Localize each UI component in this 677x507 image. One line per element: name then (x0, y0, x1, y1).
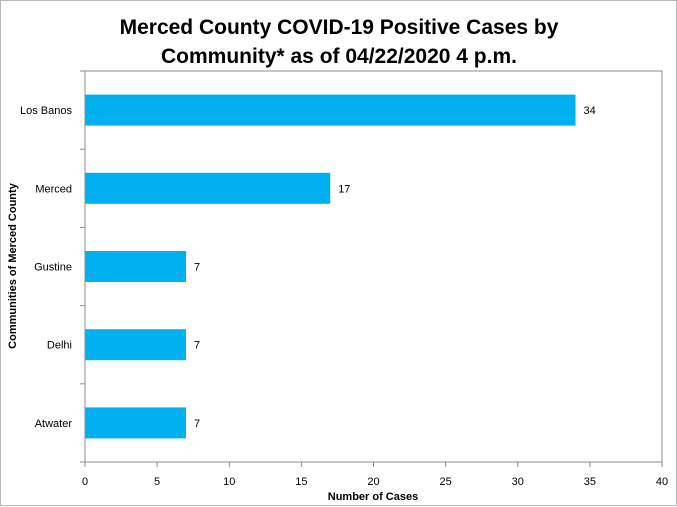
y-tick-label: Gustine (34, 262, 72, 274)
chart-title-line-1: Merced County COVID-19 Positive Cases by (120, 16, 559, 39)
y-axis-title: Communities of Merced County (7, 182, 19, 349)
chart-title-line-2: Community* as of 04/22/2020 4 p.m. (161, 45, 517, 68)
x-tick-label: 0 (82, 476, 88, 488)
x-tick-label: 5 (154, 476, 160, 488)
data-label: 7 (194, 418, 200, 430)
bars-group: 34 17 7 7 7 (85, 94, 596, 439)
bar (85, 329, 186, 361)
bar (85, 251, 186, 282)
y-tick-label: Delhi (47, 340, 72, 352)
x-tick-label: 30 (512, 476, 524, 488)
data-label: 34 (584, 105, 596, 117)
y-tick-label: Atwater (35, 418, 73, 430)
y-tick-label: Los Banos (20, 105, 72, 117)
bar (85, 407, 186, 439)
x-tick-label: 35 (584, 476, 596, 488)
x-tick-label: 10 (223, 476, 235, 488)
bar (85, 172, 331, 204)
data-label: 7 (194, 340, 200, 352)
x-tick-label: 25 (439, 476, 451, 488)
x-axis-title: Number of Cases (328, 491, 418, 503)
x-axis-group: 0 5 10 15 20 25 30 35 40 (82, 461, 668, 488)
x-tick-label: 15 (295, 476, 307, 488)
data-label: 17 (338, 183, 350, 195)
bar (85, 94, 576, 126)
x-tick-label: 20 (367, 476, 379, 488)
y-tick-label: Merced (35, 183, 72, 195)
x-tick-label: 40 (656, 476, 668, 488)
data-label: 7 (194, 262, 200, 274)
y-axis-group: Los Banos Merced Gustine Delhi Atwater (20, 70, 86, 463)
